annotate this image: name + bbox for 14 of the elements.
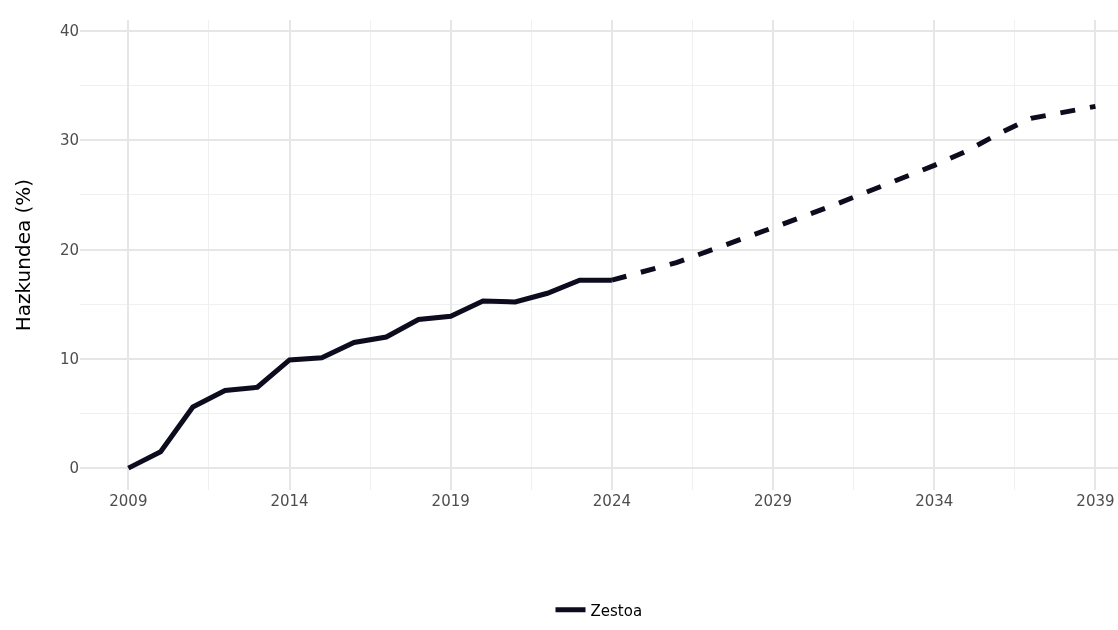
- y-tick-label: 10: [59, 350, 79, 369]
- x-tick-label: 2019: [431, 492, 470, 510]
- y-tick-label: 40: [59, 22, 79, 41]
- y-tick-label: 20: [59, 240, 79, 259]
- y-tick-label: 30: [59, 131, 79, 150]
- x-tick-label: 2014: [270, 492, 309, 510]
- legend-label: Zestoa: [590, 601, 643, 620]
- x-tick-label: 2024: [592, 492, 631, 510]
- x-tick-label: 2034: [915, 492, 954, 510]
- y-tick-label: 0: [69, 459, 79, 478]
- y-axis-title: Hazkundea (%): [11, 178, 35, 332]
- x-tick-label: 2039: [1076, 492, 1115, 510]
- x-tick-label: 2009: [109, 492, 148, 510]
- x-tick-label: 2029: [753, 492, 793, 510]
